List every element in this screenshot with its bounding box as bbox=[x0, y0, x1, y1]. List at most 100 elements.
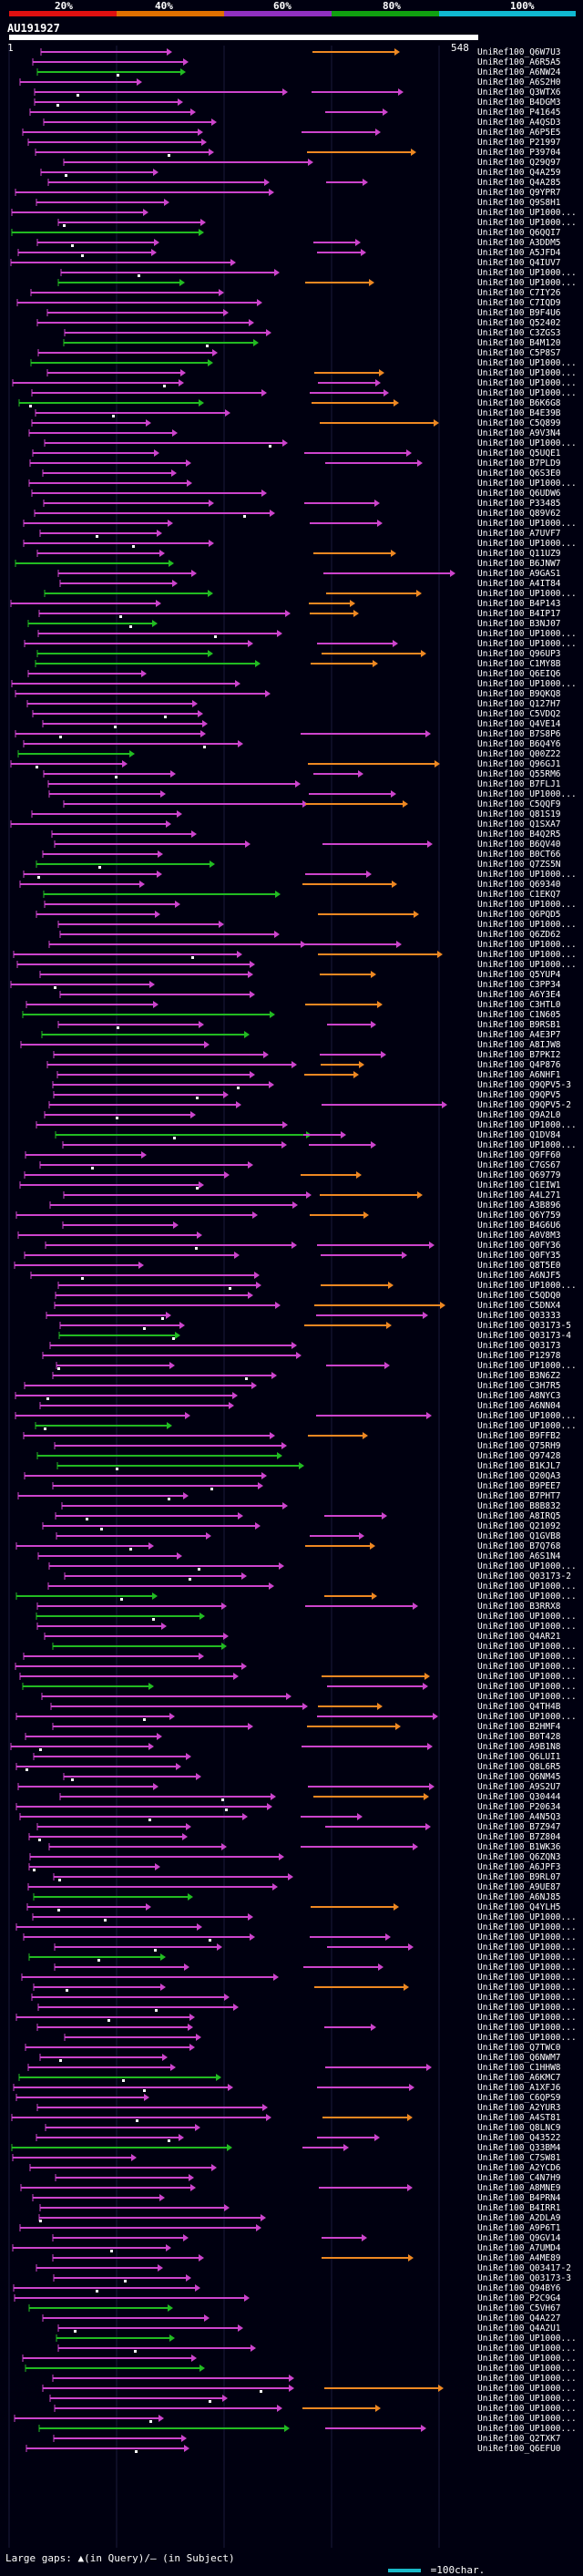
hit-label[interactable]: UniRef100_A6NW24 bbox=[477, 67, 561, 77]
hit-label[interactable]: UniRef100_Q03417-2 bbox=[477, 2263, 571, 2273]
hit-label[interactable]: UniRef100_UP1000... bbox=[477, 1120, 577, 1130]
hit-label[interactable]: UniRef100_UP1000... bbox=[477, 960, 577, 970]
hit-label[interactable]: UniRef100_Q00Z22 bbox=[477, 749, 561, 759]
hit-label[interactable]: UniRef100_C7IQD9 bbox=[477, 298, 561, 308]
hit-label[interactable]: UniRef100_P21997 bbox=[477, 138, 561, 148]
hit-label[interactable]: UniRef100_UP1000... bbox=[477, 1140, 577, 1150]
hit-label[interactable]: UniRef100_Q94BY6 bbox=[477, 2283, 561, 2293]
hit-label[interactable]: UniRef100_UP1000... bbox=[477, 870, 577, 880]
hit-label[interactable]: UniRef100_UP1000... bbox=[477, 268, 577, 278]
hit-label[interactable]: UniRef100_UP1000... bbox=[477, 2334, 577, 2344]
hit-label[interactable]: UniRef100_B3RRX8 bbox=[477, 1602, 561, 1612]
hit-label[interactable]: UniRef100_Q9QPV5 bbox=[477, 1090, 561, 1100]
hit-label[interactable]: UniRef100_A4E3P7 bbox=[477, 1030, 561, 1040]
hit-label[interactable]: UniRef100_UP1000... bbox=[477, 1642, 577, 1652]
hit-label[interactable]: UniRef100_C3HTL0 bbox=[477, 1000, 561, 1010]
hit-label[interactable]: UniRef100_UP1000... bbox=[477, 1942, 577, 1953]
hit-label[interactable]: UniRef100_Q03173-3 bbox=[477, 2273, 571, 2283]
hit-label[interactable]: UniRef100_C7GS67 bbox=[477, 1160, 561, 1170]
hit-label[interactable]: UniRef100_UP1000... bbox=[477, 1411, 577, 1421]
hit-label[interactable]: UniRef100_B6QV40 bbox=[477, 840, 561, 850]
hit-label[interactable]: UniRef100_B9RSB1 bbox=[477, 1020, 561, 1030]
hit-label[interactable]: UniRef100_Q127H7 bbox=[477, 699, 561, 709]
hit-label[interactable]: UniRef100_A4QSD3 bbox=[477, 118, 561, 128]
hit-label[interactable]: UniRef100_B4DGM3 bbox=[477, 98, 561, 108]
hit-label[interactable]: UniRef100_Q89V62 bbox=[477, 509, 561, 519]
hit-label[interactable]: UniRef100_C1HHW8 bbox=[477, 2063, 561, 2073]
hit-label[interactable]: UniRef100_B3N6Z2 bbox=[477, 1371, 561, 1381]
hit-label[interactable]: UniRef100_UP1000... bbox=[477, 479, 577, 489]
hit-label[interactable]: UniRef100_P41645 bbox=[477, 108, 561, 118]
hit-label[interactable]: UniRef100_UP1000... bbox=[477, 2404, 577, 2414]
hit-label[interactable]: UniRef100_UP1000... bbox=[477, 438, 577, 448]
hit-label[interactable]: UniRef100_B7Q768 bbox=[477, 1541, 561, 1551]
hit-label[interactable]: UniRef100_C3PP34 bbox=[477, 980, 561, 990]
hit-label[interactable]: UniRef100_A6NJ85 bbox=[477, 1892, 561, 1902]
hit-label[interactable]: UniRef100_A2YCD6 bbox=[477, 2163, 561, 2173]
hit-label[interactable]: UniRef100_B1KJL7 bbox=[477, 1461, 561, 1471]
hit-label[interactable]: UniRef100_B4G6U6 bbox=[477, 1221, 561, 1231]
hit-label[interactable]: UniRef100_Q03173-4 bbox=[477, 1331, 571, 1341]
hit-label[interactable]: UniRef100_A5JFD4 bbox=[477, 248, 561, 258]
hit-label[interactable]: UniRef100_A3DDM5 bbox=[477, 238, 561, 248]
hit-label[interactable]: UniRef100_C4N7H9 bbox=[477, 2173, 561, 2183]
hit-label[interactable]: UniRef100_C5VDQ2 bbox=[477, 709, 561, 719]
hit-label[interactable]: UniRef100_P2C9G4 bbox=[477, 2293, 561, 2303]
hit-label[interactable]: UniRef100_UP1000... bbox=[477, 208, 577, 218]
hit-label[interactable]: UniRef100_A4IT84 bbox=[477, 579, 561, 589]
hit-label[interactable]: UniRef100_UP1000... bbox=[477, 1983, 577, 1993]
hit-label[interactable]: UniRef100_UP1000... bbox=[477, 1421, 577, 1431]
hit-label[interactable]: UniRef100_Q6NM45 bbox=[477, 1772, 561, 1782]
hit-label[interactable]: UniRef100_B4M120 bbox=[477, 338, 561, 348]
hit-label[interactable]: UniRef100_B0CT66 bbox=[477, 850, 561, 860]
hit-label[interactable]: UniRef100_Q03333 bbox=[477, 1311, 561, 1321]
hit-label[interactable]: UniRef100_Q03173-5 bbox=[477, 1321, 571, 1331]
hit-label[interactable]: UniRef100_Q5YUP4 bbox=[477, 970, 561, 980]
hit-label[interactable]: UniRef100_A6KMC7 bbox=[477, 2073, 561, 2083]
hit-label[interactable]: UniRef100_UP1000... bbox=[477, 629, 577, 639]
hit-label[interactable]: UniRef100_UP1000... bbox=[477, 218, 577, 228]
hit-label[interactable]: UniRef100_Q1DV84 bbox=[477, 1130, 561, 1140]
hit-label[interactable]: UniRef100_Q03173-2 bbox=[477, 1571, 571, 1582]
hit-label[interactable]: UniRef100_Q30444 bbox=[477, 1792, 561, 1802]
hit-label[interactable]: UniRef100_UP1000... bbox=[477, 1281, 577, 1291]
hit-label[interactable]: UniRef100_UP1000... bbox=[477, 2354, 577, 2364]
hit-label[interactable]: UniRef100_UP1000... bbox=[477, 950, 577, 960]
hit-label[interactable]: UniRef100_Q69779 bbox=[477, 1170, 561, 1180]
hit-label[interactable]: UniRef100_UP1000... bbox=[477, 789, 577, 799]
hit-label[interactable]: UniRef100_UP1000... bbox=[477, 539, 577, 549]
hit-label[interactable]: UniRef100_Q9FF60 bbox=[477, 1150, 561, 1160]
hit-label[interactable]: UniRef100_P12978 bbox=[477, 1351, 561, 1361]
hit-label[interactable]: UniRef100_Q55RM6 bbox=[477, 769, 561, 779]
hit-label[interactable]: UniRef100_A7UMD4 bbox=[477, 2243, 561, 2253]
hit-label[interactable]: UniRef100_A6NJF5 bbox=[477, 1271, 561, 1281]
hit-label[interactable]: UniRef100_B6Q4Y6 bbox=[477, 739, 561, 749]
hit-label[interactable]: UniRef100_Q7TWC0 bbox=[477, 2043, 561, 2053]
hit-label[interactable]: UniRef100_A9P6T1 bbox=[477, 2223, 561, 2233]
hit-label[interactable]: UniRef100_C6QPS9 bbox=[477, 2093, 561, 2103]
hit-label[interactable]: UniRef100_B7PLD9 bbox=[477, 459, 561, 469]
hit-label[interactable]: UniRef100_A3B896 bbox=[477, 1200, 561, 1211]
hit-label[interactable]: UniRef100_B3NJ07 bbox=[477, 619, 561, 629]
hit-label[interactable]: UniRef100_UP1000... bbox=[477, 1582, 577, 1592]
hit-label[interactable]: UniRef100_UP1000... bbox=[477, 1361, 577, 1371]
hit-label[interactable]: UniRef100_Q11UZ9 bbox=[477, 549, 561, 559]
hit-label[interactable]: UniRef100_Q4A259 bbox=[477, 168, 561, 178]
hit-label[interactable]: UniRef100_Q9A2L0 bbox=[477, 1110, 561, 1120]
hit-label[interactable]: UniRef100_Q6Y759 bbox=[477, 1211, 561, 1221]
hit-label[interactable]: UniRef100_C7IY26 bbox=[477, 288, 561, 298]
hit-label[interactable]: UniRef100_Q4A2U1 bbox=[477, 2324, 561, 2334]
hit-label[interactable]: UniRef100_Q75RH9 bbox=[477, 1441, 561, 1451]
hit-label[interactable]: UniRef100_A2YUR3 bbox=[477, 2103, 561, 2113]
hit-label[interactable]: UniRef100_B4PRN4 bbox=[477, 2193, 561, 2203]
hit-label[interactable]: UniRef100_A6S2H0 bbox=[477, 77, 561, 88]
hit-label[interactable]: UniRef100_A9S2U7 bbox=[477, 1782, 561, 1792]
hit-label[interactable]: UniRef100_C5QDQ0 bbox=[477, 1291, 561, 1301]
hit-label[interactable]: UniRef100_Q6PQD5 bbox=[477, 910, 561, 920]
hit-label[interactable]: UniRef100_A9B1N8 bbox=[477, 1742, 561, 1752]
hit-label[interactable]: UniRef100_B4P143 bbox=[477, 599, 561, 609]
hit-label[interactable]: UniRef100_A6NHF1 bbox=[477, 1070, 561, 1080]
hit-label[interactable]: UniRef100_UP1000... bbox=[477, 1922, 577, 1932]
hit-label[interactable]: UniRef100_Q97428 bbox=[477, 1451, 561, 1461]
hit-label[interactable]: UniRef100_A4L271 bbox=[477, 1190, 561, 1200]
